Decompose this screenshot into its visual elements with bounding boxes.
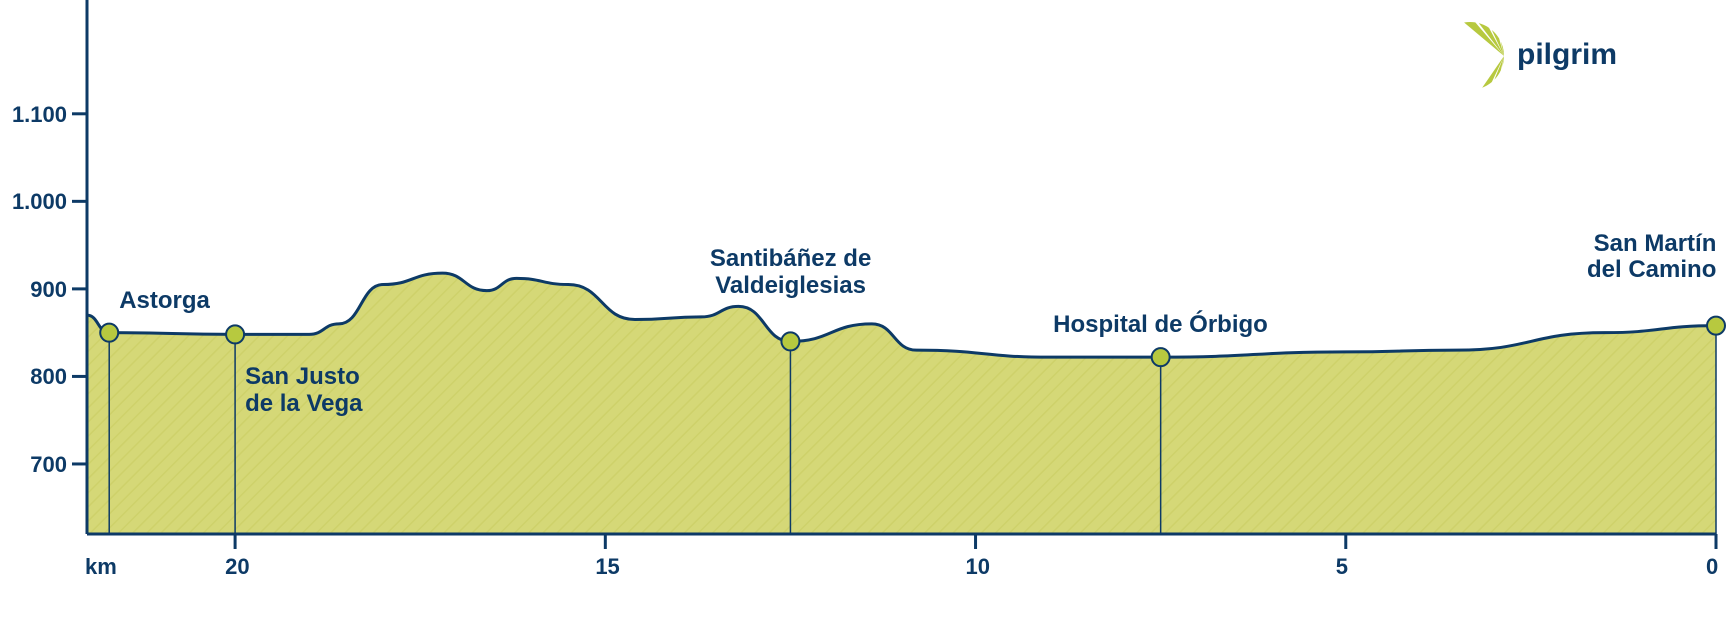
pilgrim-logo <box>1464 22 1504 88</box>
poi-marker <box>1152 348 1170 366</box>
poi-label: San Martíndel Camino <box>1587 231 1716 284</box>
poi-marker <box>781 332 799 350</box>
x-tick-label: 5 <box>1336 554 1348 580</box>
poi-label: Santibáñez deValdeiglesias <box>710 246 871 299</box>
poi-label: Hospital de Órbigo <box>1053 312 1268 338</box>
y-tick-label: 1.000 <box>12 189 67 215</box>
poi-marker <box>1707 317 1725 335</box>
poi-marker <box>226 325 244 343</box>
poi-marker <box>100 324 118 342</box>
brand-text: pilgrim <box>1517 38 1617 72</box>
poi-label: Astorga <box>119 288 210 314</box>
y-tick-label: 700 <box>30 452 67 478</box>
x-tick-label: 15 <box>595 554 619 580</box>
x-unit-label: km <box>85 554 117 580</box>
x-tick-label: 10 <box>966 554 990 580</box>
poi-label: San Justode la Vega <box>245 364 362 417</box>
y-tick-label: 1.100 <box>12 102 67 128</box>
x-tick-label: 0 <box>1706 554 1718 580</box>
y-tick-label: 900 <box>30 277 67 303</box>
x-tick-label: 20 <box>225 554 249 580</box>
y-tick-label: 800 <box>30 364 67 390</box>
elevation-chart <box>0 0 1731 629</box>
